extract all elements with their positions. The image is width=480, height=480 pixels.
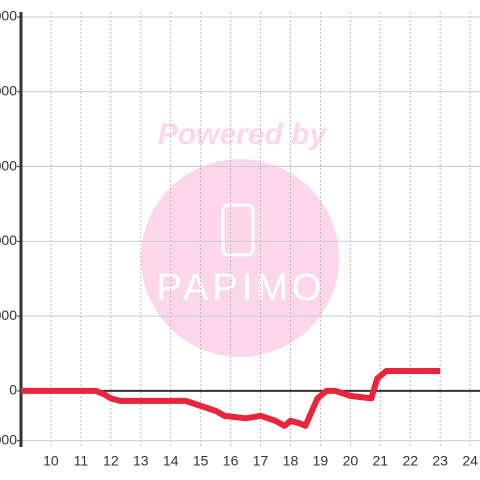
watermark-phone — [221, 203, 255, 257]
x-tick-label: 22 — [402, 453, 418, 469]
x-tick-label: 23 — [432, 453, 448, 469]
x-tick-label: 21 — [373, 453, 389, 469]
x-tick-label: 17 — [253, 453, 269, 469]
y-tick-label: 120,000 — [0, 82, 17, 98]
x-tick-label: 11 — [74, 453, 89, 469]
y-tick-label: 30,000 — [0, 307, 17, 323]
y-tick-label: 0 — [9, 382, 17, 398]
y-tick-label: 60,000 — [0, 232, 17, 248]
watermark-text: Powered by — [158, 118, 328, 151]
x-tick-label: 14 — [163, 453, 179, 469]
x-tick-label: 19 — [313, 453, 329, 469]
x-tick-label: 15 — [193, 453, 209, 469]
watermark-circle — [141, 159, 339, 357]
y-tick-label: -20,000 — [0, 431, 17, 447]
x-tick-label: 10 — [43, 453, 59, 469]
x-tick-label: 13 — [133, 453, 149, 469]
x-tick-label: 16 — [223, 453, 239, 469]
y-tick-label: 90,000 — [0, 157, 17, 173]
data-line — [21, 367, 441, 429]
watermark-logo: PAPIMO — [157, 267, 326, 309]
x-tick-label: 24 — [462, 453, 478, 469]
y-tick-label: 150,000 — [0, 8, 17, 24]
x-tick-label: 20 — [343, 453, 359, 469]
x-tick-label: 18 — [283, 453, 299, 469]
x-tick-label: 12 — [103, 453, 119, 469]
